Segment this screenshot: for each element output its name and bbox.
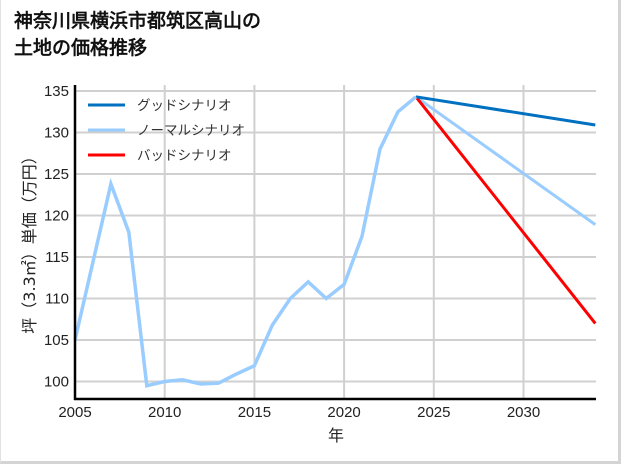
y-tick-label: 125 bbox=[44, 166, 69, 183]
history-line bbox=[73, 95, 418, 388]
y-tick-label: 115 bbox=[45, 249, 69, 266]
x-tick-label: 2020 bbox=[327, 404, 360, 421]
axes bbox=[73, 85, 596, 401]
x-tick-label: 2005 bbox=[58, 404, 91, 421]
x-tick-label: 2025 bbox=[417, 404, 450, 421]
x-tick-label: 2010 bbox=[148, 404, 181, 421]
data-lines bbox=[73, 95, 597, 388]
legend-label: ノーマルシナリオ bbox=[137, 123, 245, 139]
chart-title-line1: 神奈川県横浜市都筑区高山の bbox=[14, 10, 262, 32]
y-tick-label: 130 bbox=[44, 125, 69, 142]
y-tick-label: 110 bbox=[45, 291, 69, 308]
chart-title-line2: 土地の価格推移 bbox=[14, 37, 148, 59]
y-axis-label: 坪（3.3㎡）単価（万円） bbox=[20, 148, 39, 333]
x-tick-label: 2030 bbox=[507, 404, 540, 421]
x-tick-label: 2015 bbox=[238, 404, 271, 421]
y-tick-label: 100 bbox=[44, 374, 69, 391]
legend-item: ノーマルシナリオ bbox=[88, 123, 245, 139]
scenario-line bbox=[415, 95, 596, 127]
y-tick-label: 120 bbox=[44, 208, 69, 225]
y-tick-label: 135 bbox=[44, 83, 69, 100]
chart-title: 神奈川県横浜市都筑区高山の 土地の価格推移 bbox=[14, 8, 261, 62]
x-tick-labels: 2005 2010 2015 2020 2025 2030 bbox=[58, 404, 540, 421]
legend-item: バッドシナリオ bbox=[88, 148, 232, 164]
y-tick-labels: 100 105 110 115 120 125 130 135 bbox=[44, 83, 69, 391]
legend-label: グッドシナリオ bbox=[137, 98, 232, 114]
scenario-line bbox=[415, 95, 597, 226]
legend-item: グッドシナリオ bbox=[88, 98, 232, 114]
legend-label: バッドシナリオ bbox=[137, 148, 232, 164]
x-axis-label: 年 bbox=[328, 426, 344, 445]
y-tick-label: 105 bbox=[44, 332, 69, 349]
scenario-line bbox=[414, 95, 597, 325]
